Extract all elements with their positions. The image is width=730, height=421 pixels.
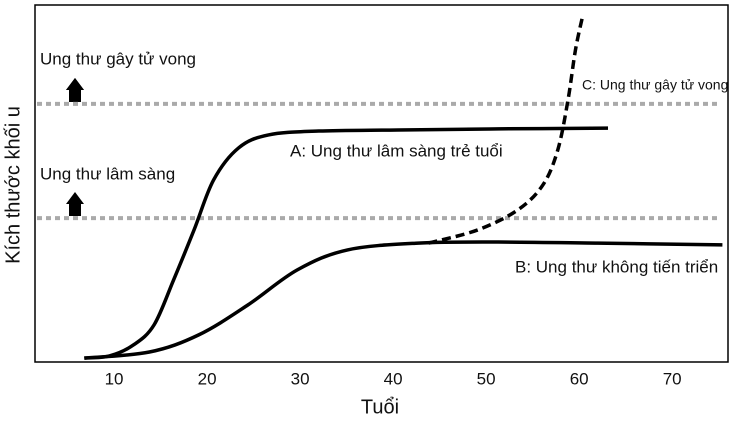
line	[84, 126, 609, 360]
series-label: A: Ung thư lâm sàng trẻ tuổi	[290, 141, 503, 160]
series-label: C: Ung thư gây tử vong	[582, 77, 728, 93]
x-tick-label: 50	[477, 369, 496, 388]
x-tick-label: 60	[570, 369, 589, 388]
arrow-icon	[66, 78, 84, 102]
x-tick-label: 30	[291, 369, 310, 388]
x-tick-label: 40	[384, 369, 403, 388]
x-tick-label: 20	[198, 369, 217, 388]
arrow-icon	[66, 192, 84, 216]
x-tick-label: 10	[105, 369, 124, 388]
threshold-label: Ung thư lâm sàng	[40, 164, 175, 183]
x-tick-label: 70	[663, 369, 682, 388]
line	[84, 240, 723, 360]
series-label: B: Ung thư không tiến triển	[515, 257, 718, 276]
line	[428, 14, 585, 245]
y-axis-label: Kích thước khối u	[2, 106, 24, 264]
x-axis-label: Tuổi	[361, 396, 399, 418]
plot-frame	[34, 4, 729, 363]
threshold-label: Ung thư gây tử vong	[40, 49, 196, 68]
